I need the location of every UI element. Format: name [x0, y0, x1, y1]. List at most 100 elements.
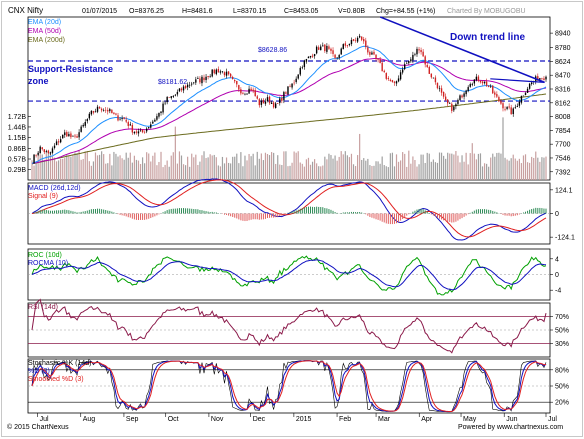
volume-bar — [219, 166, 221, 180]
volume-bar — [240, 152, 242, 180]
macd-histogram-bar — [330, 209, 332, 214]
candle-body — [254, 90, 256, 97]
volume-bar — [402, 152, 404, 180]
volume-bar — [211, 155, 213, 180]
volume-bar — [313, 159, 316, 180]
volume-bar — [391, 152, 394, 180]
month-tick-label: Jul — [40, 416, 49, 423]
month-tick-label: 2015 — [296, 416, 312, 423]
candle-body — [186, 84, 189, 88]
candle-body — [209, 76, 211, 78]
volume-bar — [70, 156, 72, 180]
candle-body — [264, 101, 267, 104]
volume-bar — [400, 160, 402, 180]
candle-body — [248, 88, 250, 94]
macd-histogram-bar — [473, 210, 475, 214]
volume-bar — [309, 164, 312, 180]
candle-body — [68, 134, 70, 137]
macd-histogram-bar — [33, 212, 35, 214]
macd-histogram-bar — [279, 213, 281, 217]
candle-body — [260, 100, 263, 105]
month-tick-label: Jul — [548, 416, 557, 423]
candle-body — [111, 109, 113, 114]
candle-body — [502, 103, 504, 109]
candle-body — [475, 76, 478, 81]
macd-histogram-bar — [283, 213, 285, 215]
macd-histogram-bar — [348, 212, 350, 214]
level-label-low: $8181.62 — [158, 79, 187, 86]
volume-bar — [496, 152, 498, 180]
volume-tick-label: 1.72B — [8, 114, 27, 121]
candle-body — [541, 78, 543, 79]
candle-body — [84, 121, 86, 126]
volume-bar — [361, 159, 363, 180]
macd-histogram-bar — [451, 213, 453, 223]
macd-histogram-bar — [180, 208, 182, 214]
volume-bar — [248, 153, 250, 180]
price-tick-label: 7700 — [555, 142, 571, 149]
macd-histogram-bar — [150, 213, 152, 219]
candle-body — [356, 37, 359, 42]
volume-bar — [289, 165, 291, 180]
candle-body — [395, 81, 398, 84]
candle-body — [307, 56, 310, 59]
volume-bar — [244, 155, 246, 180]
macd-histogram-bar — [508, 213, 510, 216]
macd-histogram-bar — [502, 213, 504, 215]
macd-histogram-bar — [162, 212, 164, 214]
volume-bar — [293, 151, 295, 180]
macd-histogram-bar — [453, 213, 455, 223]
volume-bar — [510, 158, 512, 180]
macd-histogram-bar — [189, 208, 191, 214]
volume-bar — [260, 153, 262, 180]
volume-bar — [336, 160, 338, 180]
macd-histogram-bar — [398, 213, 400, 223]
candle-body — [156, 116, 158, 120]
macd-histogram-bar — [264, 213, 266, 219]
candle-body — [47, 150, 50, 153]
macd-histogram-bar — [383, 213, 385, 223]
candle-body — [246, 93, 248, 95]
candle-body — [266, 97, 269, 102]
volume-tick-label: 0.57B — [8, 157, 27, 164]
month-tick-label: Oct — [168, 416, 179, 423]
volume-bar — [275, 163, 277, 180]
volume-bar — [338, 156, 340, 180]
candle-body — [270, 102, 273, 105]
candle-body — [131, 124, 134, 133]
macd-histogram-bar — [111, 211, 113, 214]
candle-body — [287, 86, 289, 95]
candle-body — [170, 96, 172, 99]
candle-body — [393, 81, 396, 83]
volume-bar — [273, 152, 275, 180]
candle-body — [96, 106, 99, 112]
candle-body — [195, 79, 197, 83]
candle-body — [498, 97, 500, 102]
month-tick-label: Apr — [421, 416, 433, 423]
candle-body — [387, 77, 390, 79]
macd-histogram-bar — [445, 213, 447, 222]
volume-bar — [422, 154, 424, 180]
macd-histogram-bar — [518, 213, 520, 215]
macd-histogram-bar — [172, 208, 174, 214]
candle-body — [62, 134, 64, 139]
volume-bar — [531, 156, 533, 180]
volume-bar — [516, 160, 518, 180]
macd-histogram-bar — [541, 208, 543, 214]
candle-body — [121, 118, 123, 119]
candle-body — [82, 124, 84, 127]
candle-body — [150, 124, 152, 128]
macd-histogram-bar — [82, 211, 84, 214]
volume-bar — [281, 165, 283, 180]
macd-histogram-bar — [197, 209, 199, 214]
candle-body — [172, 95, 174, 97]
annotation-down-trend: Down trend line — [450, 32, 525, 43]
volume-bar — [170, 155, 172, 180]
stoch-tick-label: 50% — [555, 384, 569, 391]
volume-bar — [113, 151, 115, 180]
candle-body — [305, 59, 308, 62]
volume-bar — [518, 158, 520, 180]
macd-histogram-bar — [504, 213, 506, 216]
volume-bar — [457, 155, 459, 180]
candle-body — [100, 108, 103, 111]
